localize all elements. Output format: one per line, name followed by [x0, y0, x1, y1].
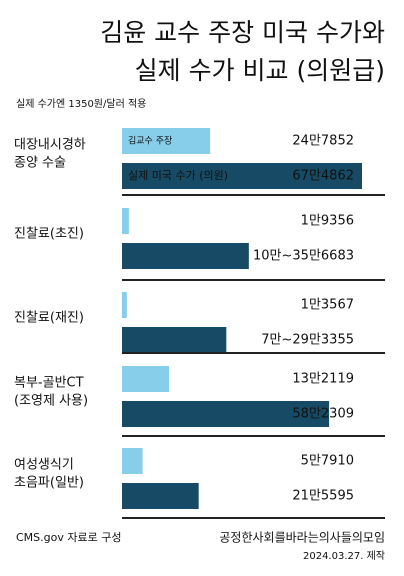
series-label: 김교수 주장: [128, 135, 172, 147]
value-label: 7만~29만3355: [261, 333, 354, 348]
value-label: 24만7852: [292, 134, 354, 149]
bar: [122, 401, 330, 427]
value-label: 21만5595: [292, 489, 354, 504]
bar: [122, 448, 143, 474]
chart-title: 김윤 교수 주장 미국 수가와: [100, 18, 385, 47]
category-label: 여성생식기: [14, 458, 74, 473]
bar: [122, 243, 249, 269]
value-label: 58만2309: [292, 407, 354, 422]
bar: [122, 163, 362, 189]
bar: [122, 327, 227, 353]
chart-title: 실제 수가 비교 (의원급): [135, 56, 385, 85]
category-label: 대장내시경하: [14, 138, 86, 153]
bar: [122, 292, 127, 318]
credit: 공정한사회를바라는의사들의모임: [219, 531, 385, 545]
category-label: 복부-골반CT: [14, 376, 84, 391]
bar: [122, 366, 169, 392]
source: CMS.gov 자료로 구성: [16, 531, 121, 544]
value-label: 13만2119: [292, 372, 354, 387]
date: 2024.03.27. 제작: [303, 550, 385, 562]
bar: [122, 128, 211, 154]
bar: [122, 208, 129, 234]
bar: [122, 483, 199, 509]
value-label: 67만4862: [292, 169, 354, 184]
category-label: (조영제 사용): [14, 394, 88, 409]
category-label: 종양 수술: [14, 156, 66, 171]
value-label: 1만9356: [301, 214, 354, 229]
value-label: 1만3567: [301, 298, 354, 313]
value-label: 10만~35만6683: [253, 249, 354, 264]
value-label: 5만7910: [301, 454, 354, 469]
category-label: 초음파(일반): [14, 476, 84, 491]
series-label: 실제 미국 수가 (의원): [128, 169, 228, 182]
category-label: 진찰료(초진): [14, 227, 84, 242]
subtitle: 실제 수가엔 1350원/달러 적용: [16, 98, 146, 110]
category-label: 진찰료(재진): [14, 311, 84, 326]
